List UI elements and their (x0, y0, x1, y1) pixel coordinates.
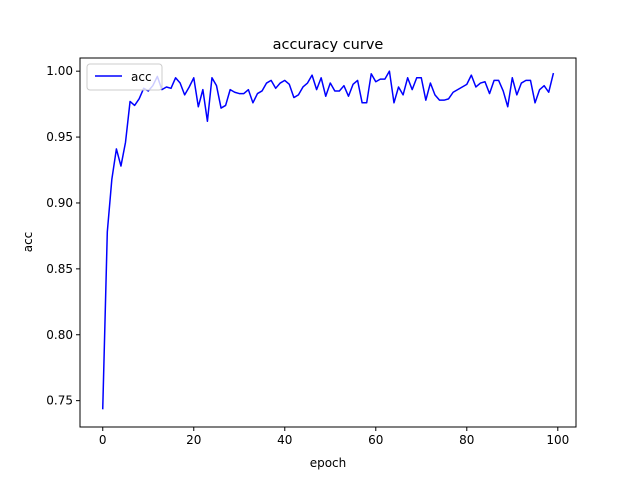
legend-label-acc: acc (131, 70, 152, 84)
chart-title: accuracy curve (273, 37, 384, 53)
x-tick-label: 0 (99, 433, 107, 447)
y-axis: 0.75 0.80 0.85 0.90 0.95 1.00 (46, 64, 80, 408)
y-tick-label: 0.90 (46, 196, 73, 210)
legend: acc (86, 63, 163, 91)
y-tick-label: 0.80 (46, 328, 73, 342)
plot-frame (79, 57, 577, 428)
legend-box (86, 63, 163, 91)
y-tick-label: 1.00 (46, 64, 73, 78)
x-tick-label: 40 (277, 433, 292, 447)
y-tick-label: 0.95 (46, 130, 73, 144)
y-axis-label: acc (21, 232, 35, 253)
y-tick-label: 0.75 (46, 394, 73, 408)
x-tick-label: 100 (546, 433, 569, 447)
series-layer (101, 70, 555, 410)
x-tick-label: 20 (186, 433, 201, 447)
x-tick-label: 60 (368, 433, 383, 447)
x-tick-label: 80 (459, 433, 474, 447)
series-line-acc (101, 70, 555, 410)
x-axis-label: epoch (310, 456, 347, 470)
y-tick-label: 0.85 (46, 262, 73, 276)
x-axis: 0 20 40 60 80 100 (99, 427, 569, 447)
